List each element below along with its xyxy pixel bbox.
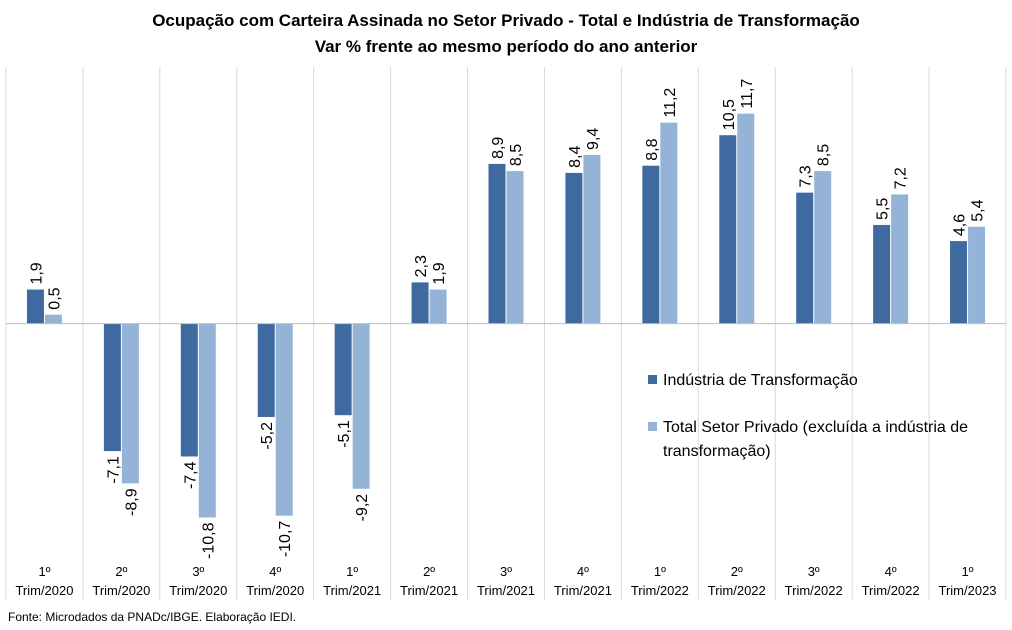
data-label-series-1: 1,9 [28,262,45,284]
data-label-series-1: -7,1 [105,456,122,484]
bar-series-2 [506,171,524,324]
data-label-series-2: -10,8 [200,522,217,559]
data-label-series-2: 0,5 [46,287,63,309]
data-label-series-1: -7,4 [182,461,199,489]
source-note: Fonte: Microdados da PNADc/IBGE. Elabora… [8,610,297,624]
category-separators [5,67,1007,600]
bar-series-1 [411,282,429,324]
category-label: Trim/2020 [169,583,227,598]
legend-label-1: Indústria de Transformação [663,372,858,389]
bar-series-1 [334,323,352,416]
category-label: Trim/2023 [939,583,997,598]
bar-series-2 [737,113,755,324]
chart-subtitle: Var % frente ao mesmo período do ano ant… [314,37,698,56]
bar-series-1 [488,163,506,324]
category-label: Trim/2021 [554,583,612,598]
category-label: Trim/2020 [246,583,304,598]
data-label-series-2: 11,7 [739,79,756,109]
bar-series-2 [891,194,909,324]
category-label: 4º [269,564,281,579]
data-label-series-1: 4,6 [952,214,969,236]
bar-series-2 [44,314,62,324]
legend-swatch-1 [648,375,657,384]
category-label: 3º [808,564,820,579]
data-label-series-2: 9,4 [585,128,602,150]
data-label-series-2: 7,2 [893,167,910,189]
bar-series-1 [257,323,275,417]
bar-series-1 [180,323,198,457]
category-label: 1º [346,564,358,579]
category-labels: 1º Trim/2020 2º Trim/2020 3º Trim/2020 4º Trim/… [15,564,996,598]
bar-series-1 [642,165,660,324]
data-label-series-2: -10,7 [277,521,294,558]
category-label: Trim/2021 [477,583,535,598]
category-label: 2º [731,564,743,579]
category-label: Trim/2020 [92,583,150,598]
data-label-series-1: 8,8 [644,138,661,160]
chart-title: Ocupação com Carteira Assinada no Setor … [152,11,860,30]
category-label: Trim/2022 [708,583,766,598]
data-label-series-1: 10,5 [721,99,738,130]
category-label: 4º [577,564,589,579]
category-label: Trim/2022 [631,583,689,598]
category-label: Trim/2022 [862,583,920,598]
category-label: 2º [423,564,435,579]
data-label-series-1: -5,2 [259,422,276,450]
data-label-series-1: 5,5 [875,198,892,220]
data-label-series-2: 11,2 [662,88,679,118]
data-label-series-1: 7,3 [798,165,815,187]
category-label: Trim/2021 [400,583,458,598]
category-label: 1º [38,564,50,579]
bar-series-2 [121,323,139,484]
legend-label-2: transformação) [663,443,771,460]
data-label-series-2: 8,5 [816,144,833,166]
category-label: Trim/2022 [785,583,843,598]
data-labels: 1,9 -7,1 -7,4 -5,2 -5,1 2,3 8,9 8,4 8,8 10,5 7,3 5,… [28,79,986,559]
category-label: Trim/2020 [15,583,73,598]
bar-series-2 [814,171,832,324]
legend-label-2: Total Setor Privado (excluída a indústri… [663,419,968,436]
bar-series-2 [352,323,370,489]
bar-series-2 [660,122,678,324]
bar-series-2 [968,226,986,324]
data-label-series-1: 8,4 [567,146,584,168]
data-label-series-2: 1,9 [431,262,448,284]
bar-series-2 [275,323,293,516]
bar-series-1 [719,135,737,324]
bar-series-1 [873,224,891,324]
category-label: Trim/2021 [323,583,381,598]
data-label-series-1: -5,1 [336,420,353,448]
legend-swatch-2 [648,422,657,431]
legend: Indústria de Transformação Total Setor Pr… [648,372,968,460]
bar-series-1 [950,241,968,324]
bar-series-2 [583,154,601,324]
data-label-series-2: -9,2 [354,494,371,522]
bar-series-2 [429,289,447,324]
data-label-series-1: 2,3 [413,255,430,277]
bar-series-2 [198,323,216,518]
category-label: 2º [115,564,127,579]
category-label: 4º [885,564,897,579]
category-label: 1º [654,564,666,579]
data-label-series-1: 8,9 [490,137,507,159]
bar-series-1 [103,323,121,452]
bar-series-1 [26,289,44,324]
category-label: 3º [500,564,512,579]
bar-series-1 [565,172,583,324]
data-label-series-2: 5,4 [970,199,987,221]
category-label: 1º [962,564,974,579]
data-label-series-2: -8,9 [123,488,140,516]
data-label-series-2: 8,5 [508,144,525,166]
bar-series-1 [796,192,814,324]
bars [26,113,986,518]
category-label: 3º [192,564,204,579]
